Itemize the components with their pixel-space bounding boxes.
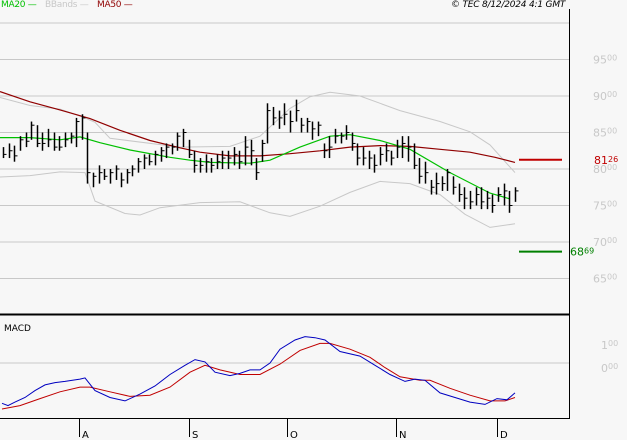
y-tick-label: 7500 — [593, 200, 617, 213]
y-tick-label: 9000 — [593, 90, 617, 103]
x-tick-label: S — [192, 430, 198, 440]
bollinger-bands — [0, 91, 516, 228]
price-annotation-label: 8126 — [594, 154, 618, 167]
svg-text:000: 000 — [601, 362, 618, 375]
price-annotation-label: 6869 — [570, 246, 594, 259]
x-tick-label: D — [500, 430, 508, 440]
gridlines — [0, 22, 569, 279]
y-axis-labels: 6500 7000 7500 8000 8500 9000 9500 — [593, 54, 617, 286]
y-tick-label: 9500 — [593, 54, 617, 67]
x-tick-label: N — [399, 430, 406, 440]
macd-panel: MACD 100 000 — [0, 324, 618, 410]
y-tick-label: 7000 — [593, 236, 617, 249]
y-tick-label: 6500 — [593, 273, 617, 286]
legend-ma20: MA20 — — [1, 0, 37, 10]
x-tick-label: A — [82, 430, 89, 440]
copyright-timestamp: © TEC 8/12/2024 4:1 GMT — [451, 0, 566, 10]
ohlc-bars — [2, 99, 519, 213]
moving-averages — [0, 91, 516, 200]
y-tick-label: 8000 — [593, 163, 617, 176]
price-annotations: 8126 6869 — [519, 154, 618, 259]
chart-legend: MA20 — BBands — MA50 — — [1, 0, 138, 11]
y-tick-label: 8500 — [593, 127, 617, 140]
legend-bbands: BBands — — [45, 0, 89, 10]
macd-title: MACD — [4, 324, 31, 334]
x-tick-label: O — [290, 430, 298, 440]
legend-ma50: MA50 — — [97, 0, 133, 10]
chart-frame — [0, 9, 570, 419]
svg-text:100: 100 — [601, 339, 618, 352]
